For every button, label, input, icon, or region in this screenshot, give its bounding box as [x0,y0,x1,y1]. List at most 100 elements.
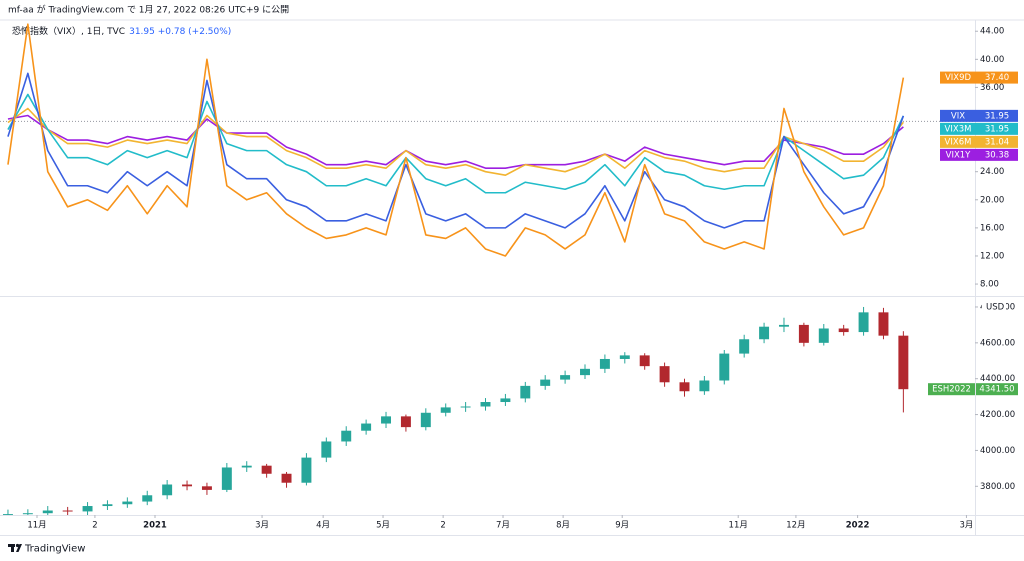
candle-body [2,514,13,515]
y-tick-label: 20.00 [980,195,1004,205]
candle-body [142,495,153,502]
x-tick-label: 5月 [376,521,390,531]
candle-body [201,486,212,490]
series-tags: VIX9D 37.40 VIX 31.95 VIX3M 31.95 VIX6M 31.04 VI… [940,71,1018,161]
x-tick-label: 3月 [255,521,269,531]
candle-body [520,385,531,399]
y-tick-label: 3800.00 [980,482,1015,492]
tag-value: 31.95 [985,111,1009,121]
candle-body [241,465,252,468]
tag-name: VIX9D [945,73,972,83]
x-tick-label: 2 [440,521,445,531]
tag-name-box [940,71,976,84]
tag-name: VIX [951,111,965,121]
tag-value-box [976,122,1018,135]
candle-body [400,416,411,428]
tag-value: 30.38 [985,150,1009,160]
candle-body [719,353,730,381]
tag-value-box [976,383,1018,396]
candle-body [162,484,173,496]
series-line [7,107,904,177]
currency-box [982,301,1006,313]
tag-name-box [940,122,976,135]
series-line [7,23,905,257]
candle-body [321,441,332,458]
candle-body [540,379,551,386]
y-tick-label: 12.00 [980,251,1004,261]
candle-body [102,504,113,507]
tag-name-box [940,148,976,161]
x-tick-label: 2022 [846,521,870,531]
y-tick-label: 16.00 [980,223,1004,233]
x-tick-label: 8月 [556,521,570,531]
last-price-tag: ESH2022 4341.50 USD [928,301,1018,396]
y-tick-label: 4400.00 [980,374,1015,384]
tag-name: VIX6M [945,137,972,147]
brand-logo [8,543,22,552]
tag-name: VIX3M [945,124,972,134]
tag-value-box [976,135,1018,148]
series-line [7,93,905,194]
candle-body [500,398,511,403]
candle-body [699,380,710,392]
candle-body [221,467,232,490]
tag-name-box [928,383,975,396]
tag-name: ESH2022 [932,385,971,395]
candle-body [281,473,292,483]
candle-body [898,335,909,390]
x-tick-label: 2021 [143,521,167,531]
candle-body [599,358,610,369]
candle-body [659,366,670,383]
y-tick-label: 4600.00 [980,338,1015,348]
legend: 恐怖指数（VIX）, 1日, TVC 31.95 +0.78 (+2.50%) [12,25,231,37]
candle-body [62,510,73,512]
x-tick-label: 3月 [959,521,973,531]
tag-value: 4341.50 [979,385,1014,395]
brand-name: TradingView [24,544,85,555]
x-tick-label: 11月 [27,521,46,531]
price-axis: 8.00 12.00 16.00 20.00 24.00 36.00 40.00 44.00 [975,27,1004,290]
tag-name-box [940,135,976,148]
candle-body [361,423,372,431]
y-tick-label: 4200.00 [980,410,1015,420]
y-tick-label: 8.00 [980,280,999,290]
tag-value-box [976,148,1018,161]
candle-body [82,506,93,512]
candle-body [341,430,352,442]
candle-body [420,412,431,428]
tag-value-box [976,71,1018,84]
candle-body [580,368,590,376]
candle-body [619,355,630,359]
x-tick-label: 7月 [496,521,510,531]
legend-value: 31.95 +0.78 (+2.50%) [129,27,231,37]
x-tick-label: 2 [92,521,97,531]
candle-body [679,382,690,392]
candle-body [858,312,869,333]
candle-body [878,312,889,336]
candle-body [818,328,829,343]
y-tick-label: 40.00 [980,55,1004,65]
time-axis: 11月 2 2021 3月 4月 5月 2 7月 8月 9月 11月 12月 2022 3月 [27,515,973,531]
y-tick-label: 44.00 [980,27,1004,37]
candle-body [182,484,193,487]
series-line [7,114,904,169]
candle-pane [2,306,909,515]
series-line [7,72,905,229]
tag-value: 37.40 [985,73,1009,83]
tag-value: 31.95 [985,124,1009,134]
candle-body [42,510,53,514]
x-tick-label: 9月 [615,521,629,531]
y-tick-label: 36.00 [980,83,1004,93]
tag-value-box [976,109,1018,122]
candle-body [122,501,133,505]
tag-name: VIX1Y [946,150,972,160]
candle-body [798,324,809,343]
line-pane [0,23,975,257]
candle-body [480,402,491,407]
candle-body [261,465,272,474]
candle-body [560,375,571,380]
y-tick-label: 24.00 [980,167,1004,177]
candle-body [739,339,750,354]
